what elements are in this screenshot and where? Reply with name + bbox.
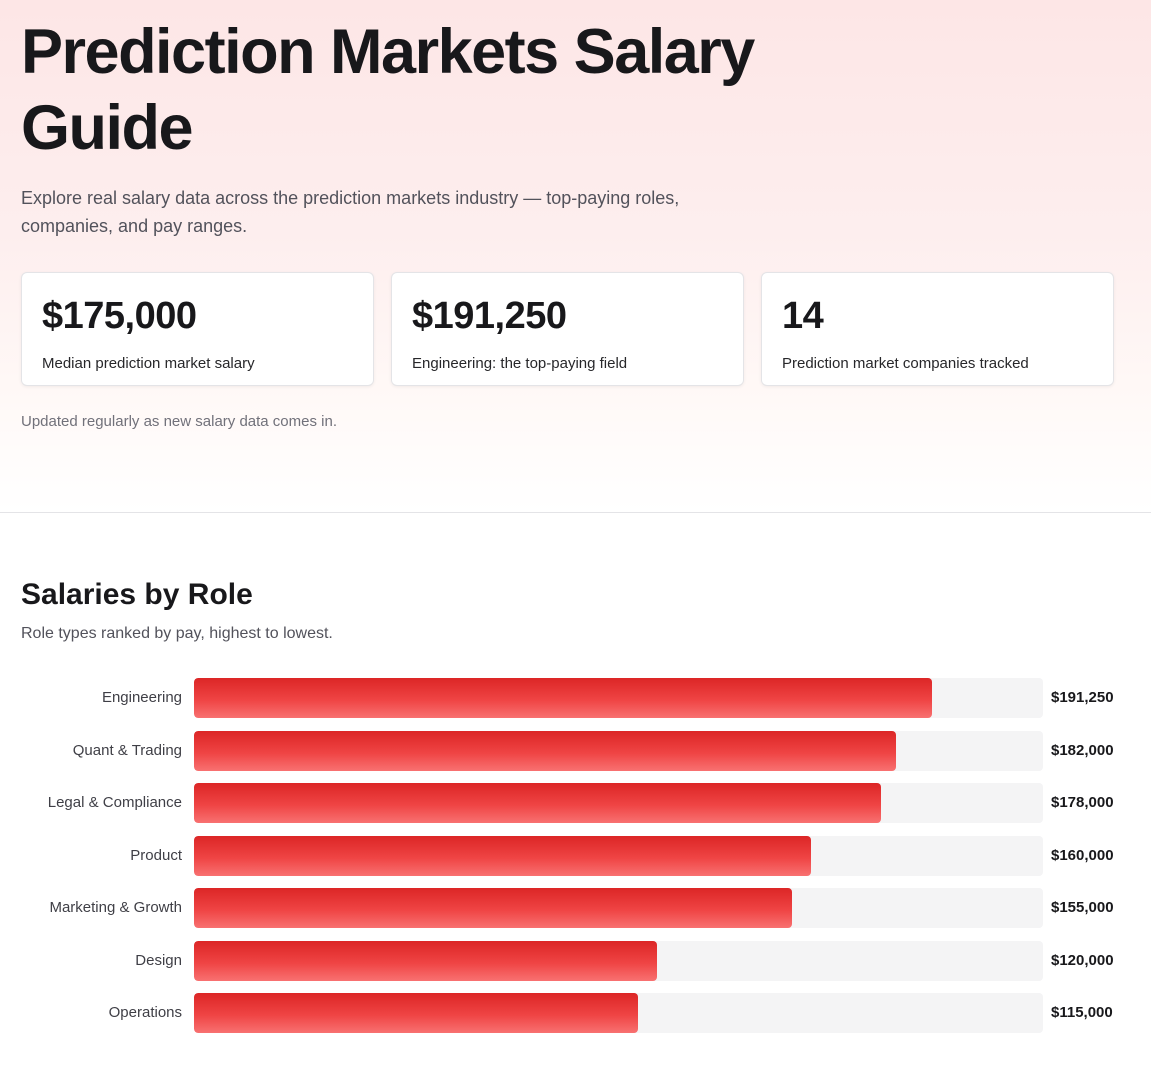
bar xyxy=(194,993,638,1033)
bar-value-label: $120,000 xyxy=(1051,951,1114,969)
bar-category-label: Marketing & Growth xyxy=(49,899,182,916)
bar-row: Design $120,000 xyxy=(0,940,1151,981)
section-title: Salaries by Role xyxy=(21,578,253,611)
update-note: Updated regularly as new salary data com… xyxy=(21,413,337,430)
stat-value: $191,250 xyxy=(412,295,567,337)
bar-value-label: $155,000 xyxy=(1051,899,1114,916)
bar-row: Engineering $191,250 xyxy=(0,678,1151,718)
bar-category-label: Quant & Trading xyxy=(72,741,182,759)
bar-row: Legal & Compliance $178,000 xyxy=(0,783,1151,823)
bar-category-label: Engineering xyxy=(101,689,182,706)
salaries-by-role-section: Salaries by Role Role types ranked by pa… xyxy=(0,513,1151,1074)
bar-category-label: Operations xyxy=(108,1004,182,1021)
page-title: Prediction Markets Salary Guide xyxy=(21,17,755,163)
stat-value: 14 xyxy=(782,295,824,337)
section-subtitle: Role types ranked by pay, highest to low… xyxy=(21,625,333,642)
bar-track xyxy=(194,783,1043,823)
bar xyxy=(194,783,881,823)
bar-category-label: Legal & Compliance xyxy=(47,794,182,811)
bar-track xyxy=(194,888,1043,928)
bar-track xyxy=(194,993,1043,1033)
bar-value-label: $178,000 xyxy=(1051,794,1114,811)
bar-value-label: $160,000 xyxy=(1051,846,1114,864)
bar-row: Operations $115,000 xyxy=(0,993,1151,1033)
bar-row: Marketing & Growth $155,000 xyxy=(0,888,1151,928)
stat-label: Median prediction market salary xyxy=(42,355,255,372)
bar-track xyxy=(194,940,1043,981)
bar xyxy=(194,678,933,718)
bar xyxy=(194,940,658,981)
bar-track xyxy=(194,730,1043,771)
bar xyxy=(194,888,793,928)
stats-row: $175,000 Median prediction market salary… xyxy=(21,272,1114,386)
stat-card-companies-tracked: 14 Prediction market companies tracked xyxy=(761,272,1114,386)
stat-value: $175,000 xyxy=(42,295,197,337)
bar-track xyxy=(194,835,1043,876)
stat-label: Engineering: the top-paying field xyxy=(412,355,628,372)
stat-card-median-salary: $175,000 Median prediction market salary xyxy=(21,272,374,386)
hero-section: Prediction Markets Salary Guide Explore … xyxy=(0,0,1151,513)
bar-value-label: $115,000 xyxy=(1051,1004,1113,1021)
bar-row: Quant & Trading $182,000 xyxy=(0,730,1151,771)
bar-value-label: $182,000 xyxy=(1051,741,1114,759)
bar-category-label: Design xyxy=(135,951,182,969)
stat-label: Prediction market companies tracked xyxy=(782,355,1029,372)
bar-track xyxy=(194,678,1043,718)
page-subtitle: Explore real salary data across the pred… xyxy=(21,188,680,236)
bar-row: Product $160,000 xyxy=(0,835,1151,876)
bar-value-label: $191,250 xyxy=(1051,689,1114,706)
bar-category-label: Product xyxy=(130,846,182,864)
stat-card-top-field: $191,250 Engineering: the top-paying fie… xyxy=(391,272,744,386)
bar xyxy=(194,730,897,771)
bar xyxy=(194,835,812,876)
